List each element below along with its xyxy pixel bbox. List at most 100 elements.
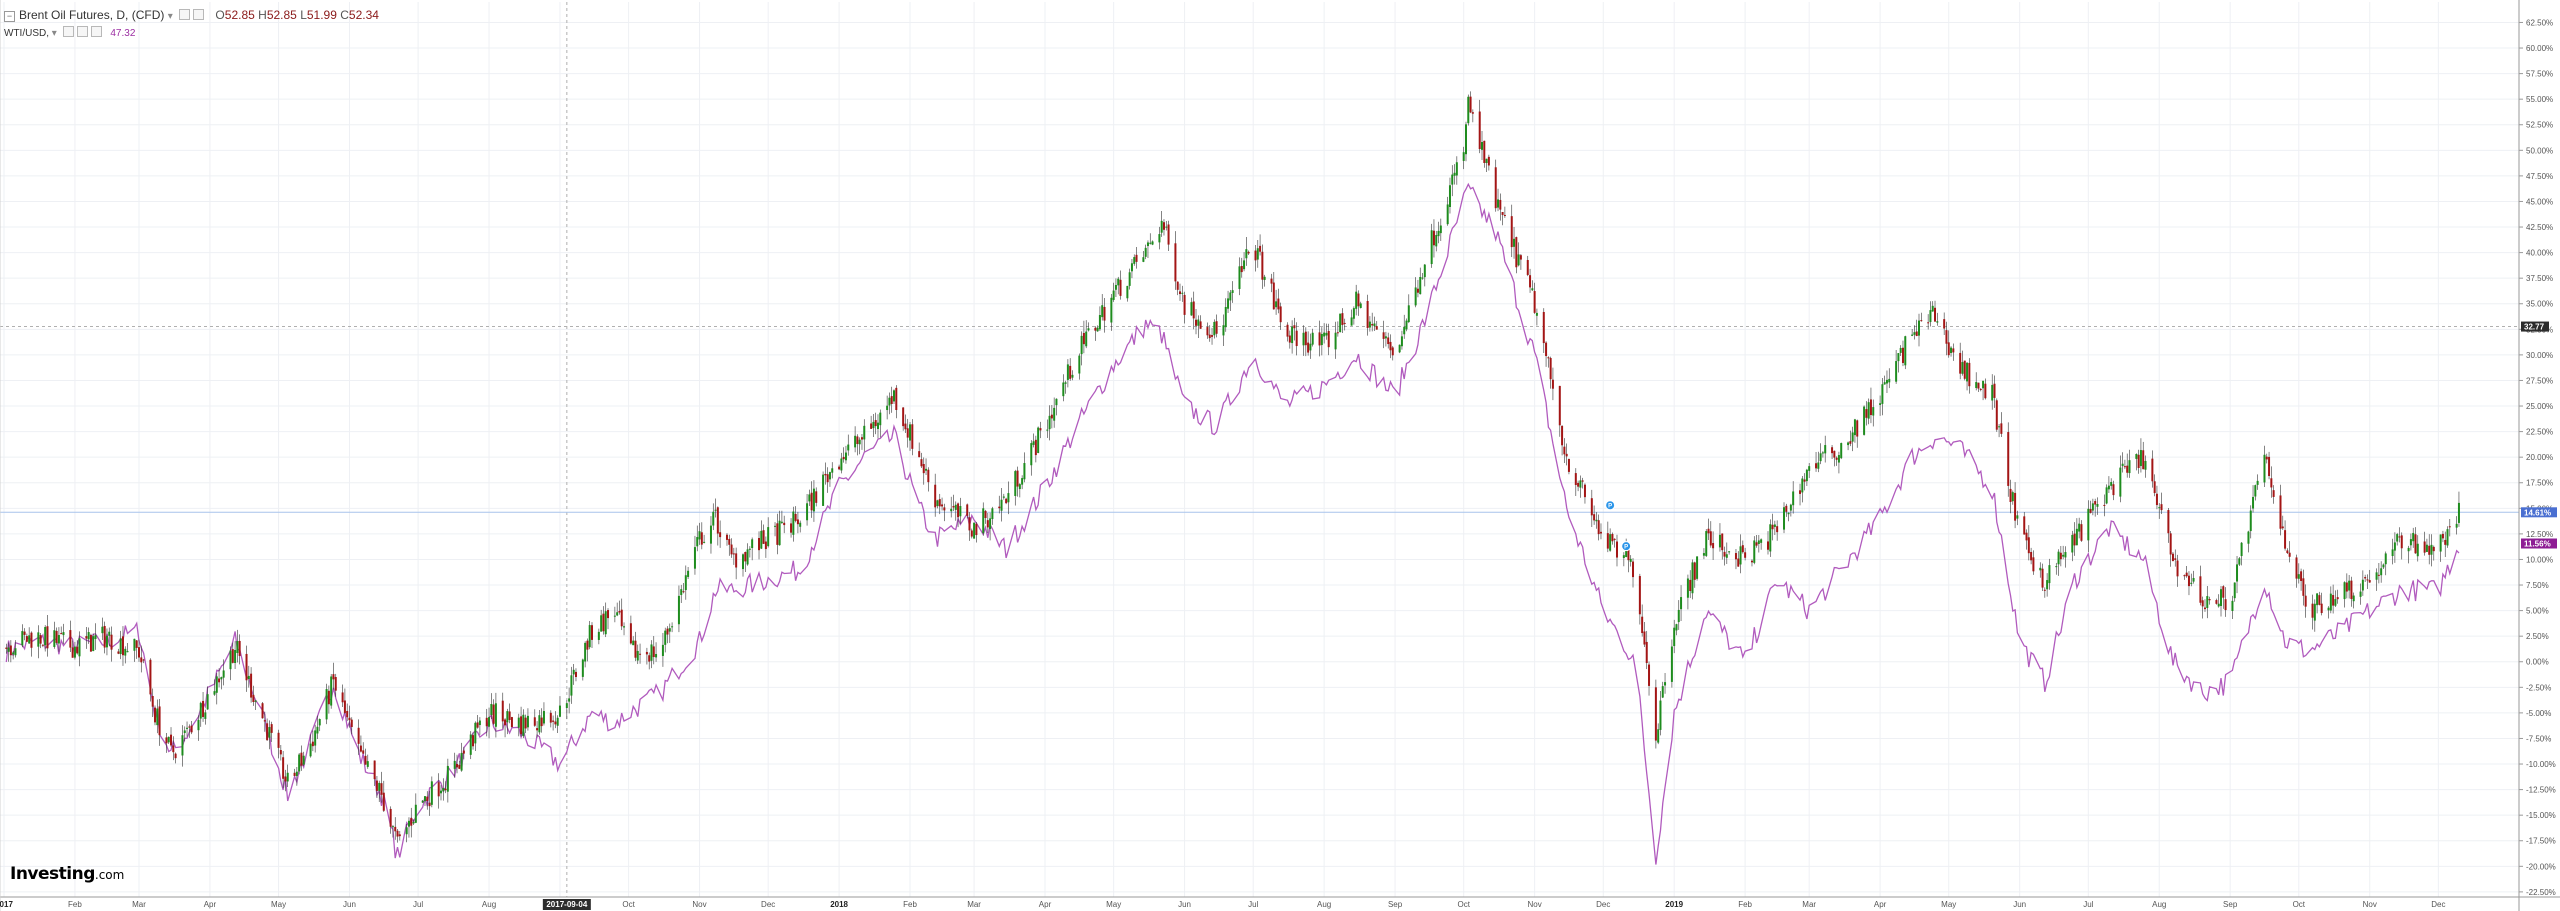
candle-body xyxy=(1277,298,1280,310)
candle-body xyxy=(1366,300,1369,328)
candle-body xyxy=(2078,523,2081,532)
candle-body xyxy=(14,648,17,656)
candle-body xyxy=(9,645,12,656)
x-tick-label: Aug xyxy=(1317,900,1331,909)
candle-body xyxy=(1483,140,1486,163)
candle-body xyxy=(1766,541,1769,550)
candle-body xyxy=(2396,534,2399,542)
candle-body xyxy=(1641,616,1644,634)
y-tick-label: -20.00% xyxy=(2526,862,2556,871)
y-tick-label: 52.50% xyxy=(2526,121,2553,130)
candle-body xyxy=(167,736,170,743)
wti-last-tag: 11.56% xyxy=(2524,540,2551,549)
candle-body xyxy=(92,636,95,652)
candle-body xyxy=(1895,361,1898,382)
x-tick-label: Nov xyxy=(692,900,706,909)
candle-body xyxy=(1142,257,1145,262)
candle-body xyxy=(453,760,456,769)
candle-body xyxy=(714,509,717,511)
candle-body xyxy=(2350,580,2353,599)
candle-body xyxy=(199,702,202,719)
candle-body xyxy=(1174,243,1177,282)
candle-body xyxy=(478,720,481,726)
settings-icon[interactable] xyxy=(76,26,88,37)
candle-body xyxy=(2135,454,2138,459)
candle-body xyxy=(2055,566,2058,568)
candle-body xyxy=(1071,374,1074,378)
candle-body xyxy=(485,717,488,727)
candle-body xyxy=(879,412,882,426)
collapse-toggle-icon[interactable]: − xyxy=(4,11,15,22)
x-tick-label: Jul xyxy=(1248,900,1258,909)
candle-body xyxy=(1931,305,1934,312)
candle-body xyxy=(426,796,429,802)
candle-body xyxy=(2425,544,2428,552)
candle-body xyxy=(1311,332,1314,345)
candle-body xyxy=(639,653,642,655)
candle-body xyxy=(1082,332,1085,345)
candle-body xyxy=(389,808,392,827)
candle-body xyxy=(103,625,106,648)
candle-body xyxy=(2343,582,2346,600)
candle-body xyxy=(1943,319,1946,329)
candle-body xyxy=(458,764,461,769)
remove-icon[interactable] xyxy=(90,26,102,37)
candle-body xyxy=(437,782,440,797)
visibility-toggle-icon[interactable] xyxy=(62,26,74,37)
candle-body xyxy=(133,638,136,651)
brent-last-tag: 14.61% xyxy=(2524,508,2551,517)
candle-body xyxy=(712,511,715,526)
candle-body xyxy=(1167,224,1170,245)
candle-body xyxy=(1414,287,1417,306)
candle-body xyxy=(1130,263,1133,272)
candle-body xyxy=(2398,536,2401,538)
crosshair-x-tag-bg xyxy=(542,899,591,910)
y-axis[interactable]: 62.50% 60.00% 57.50% 55.00% 52.50% 50.00% 47.5… xyxy=(2519,18,2556,897)
x-axis[interactable]: 2017 Feb Mar Apr May Jun Jul Aug Sep Oct Nov Dec 201… xyxy=(0,900,2445,909)
candle-body xyxy=(410,817,413,826)
candle-body xyxy=(732,553,735,555)
candle-body xyxy=(1913,332,1916,335)
candle-body xyxy=(488,717,491,727)
candle-body xyxy=(1343,322,1346,324)
candle-body xyxy=(1510,216,1513,248)
candle-body xyxy=(1991,384,1994,401)
candle-body xyxy=(2000,423,2003,434)
candle-body xyxy=(1435,235,1438,247)
candle-body xyxy=(110,634,113,650)
candle-body xyxy=(494,703,497,727)
candle-body xyxy=(2171,553,2174,562)
candle-body xyxy=(1629,558,1632,562)
candle-body xyxy=(1563,446,1566,455)
candle-body xyxy=(2217,603,2220,607)
candle-body xyxy=(456,763,459,768)
settings-icon[interactable] xyxy=(193,9,205,20)
candle-body xyxy=(1327,330,1330,348)
candle-body xyxy=(1037,427,1040,453)
candle-body xyxy=(1835,457,1838,460)
event-markers[interactable]: PP xyxy=(1605,500,1632,552)
candle-body xyxy=(60,633,63,635)
candle-body xyxy=(504,719,507,726)
dropdown-chevron-icon[interactable]: ▾ xyxy=(51,28,57,39)
y-tick-label: 50.00% xyxy=(2526,146,2553,155)
x-tick-label: Dec xyxy=(2431,900,2445,909)
candle-body xyxy=(725,534,728,540)
candle-body xyxy=(1801,478,1804,493)
candle-body xyxy=(1007,493,1010,503)
candle-body xyxy=(886,405,889,411)
x-tick-label: Feb xyxy=(1738,900,1752,909)
candle-body xyxy=(1977,382,1980,389)
candle-body xyxy=(405,827,408,835)
visibility-toggle-icon[interactable] xyxy=(179,9,191,20)
candle-body xyxy=(2332,595,2335,606)
candle-body xyxy=(1744,552,1747,558)
dropdown-chevron-icon[interactable]: ▾ xyxy=(167,11,173,22)
candle-body xyxy=(188,726,191,728)
candle-body xyxy=(1309,343,1312,351)
candle-body xyxy=(2279,495,2282,529)
candle-body xyxy=(767,527,770,547)
candle-body xyxy=(2444,539,2447,545)
candle-body xyxy=(1499,199,1502,210)
